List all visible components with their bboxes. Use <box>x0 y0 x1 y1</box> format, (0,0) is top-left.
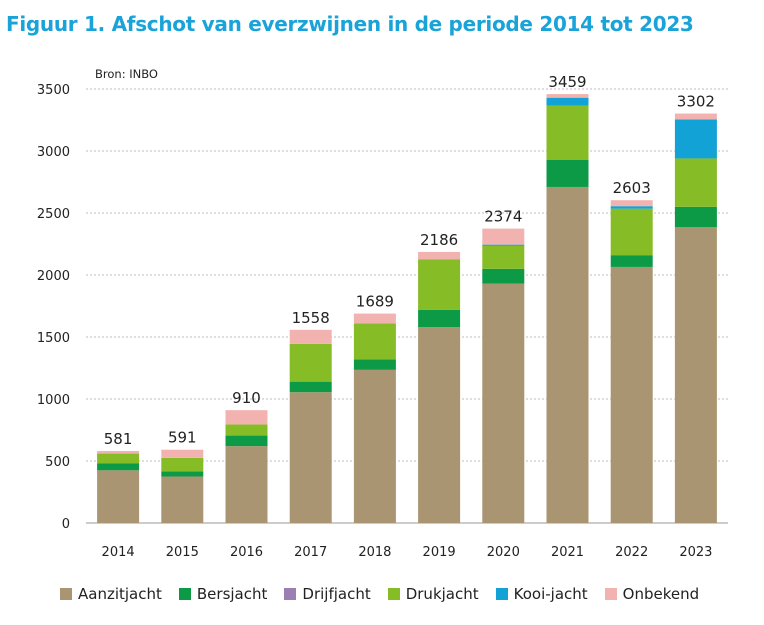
bar-segment-2023-aanzitjacht <box>674 227 717 523</box>
bar-segment-2020-drukjacht <box>482 245 525 269</box>
legend-label: Drijfjacht <box>302 585 371 603</box>
legend-label: Bersjacht <box>196 585 268 603</box>
legend-swatch <box>284 588 297 600</box>
total-label-2015: 591 <box>168 429 197 447</box>
bar-segment-2015-aanzitjacht <box>161 476 204 523</box>
x-tick-label-2015: 2015 <box>166 545 199 560</box>
bar-segment-2014-aanzitjacht <box>97 470 140 523</box>
x-tick-label-2023: 2023 <box>679 545 712 560</box>
bar-segment-2021-onbekend <box>546 94 589 98</box>
bar-segment-2019-bersjacht <box>418 309 461 328</box>
total-label-2016: 910 <box>232 389 261 407</box>
bar-segment-2022-aanzitjacht <box>610 266 653 523</box>
bar-segment-2017-bersjacht <box>289 381 332 393</box>
total-label-2020: 2374 <box>484 208 522 226</box>
bar-segment-2020-kooijacht <box>482 244 525 246</box>
bar-segment-2021-kooijacht <box>546 97 589 106</box>
legend-item-onbekend: Onbekend <box>604 585 700 603</box>
chart-legend: Aanzitjacht Bersjacht Drijfjacht Drukjacht K… <box>60 585 716 603</box>
bar-segment-2017-onbekend <box>289 329 332 344</box>
y-tick-label-2500: 2500 <box>37 207 70 222</box>
bar-segment-2018-drukjacht <box>353 323 396 360</box>
chart-title: Figuur 1. Afschot van everzwijnen in de … <box>6 12 694 36</box>
bar-segment-2018-onbekend <box>353 313 396 324</box>
legend-label: Aanzitjacht <box>78 585 162 603</box>
bar-segment-2016-onbekend <box>225 410 268 425</box>
bar-segment-2021-aanzitjacht <box>546 186 589 523</box>
bar-segment-2023-bersjacht <box>674 206 717 228</box>
total-label-2018: 1689 <box>356 293 394 311</box>
bar-segment-2023-kooijacht <box>674 119 717 159</box>
legend-swatch <box>495 588 508 600</box>
bar-segment-2022-onbekend <box>610 200 653 207</box>
total-label-2021: 3459 <box>548 73 586 91</box>
total-label-2023: 3302 <box>677 93 715 111</box>
bar-segment-2016-bersjacht <box>225 435 268 447</box>
legend-swatch <box>178 588 191 600</box>
bar-segment-2016-drukjacht <box>225 424 268 436</box>
bar-segment-2020-onbekend <box>482 228 525 245</box>
total-label-2019: 2186 <box>420 231 458 249</box>
legend-swatch <box>60 588 72 600</box>
bar-segment-2019-drukjacht <box>418 259 461 310</box>
x-tick-label-2014: 2014 <box>102 545 135 560</box>
bar-segment-2020-aanzitjacht <box>482 283 525 523</box>
legend-swatch <box>387 588 400 600</box>
x-tick-label-2018: 2018 <box>358 545 391 560</box>
y-tick-label-1000: 1000 <box>37 393 70 408</box>
x-tick-label-2022: 2022 <box>615 545 648 560</box>
total-label-2017: 1558 <box>292 309 330 327</box>
bar-segment-2014-onbekend <box>97 450 140 454</box>
x-tick-label-2017: 2017 <box>294 545 327 560</box>
y-tick-label-3500: 3500 <box>37 83 70 98</box>
bar-segment-2015-drukjacht <box>161 457 204 472</box>
bar-segment-2014-drukjacht <box>97 453 140 464</box>
y-tick-label-500: 500 <box>45 455 70 470</box>
legend-item-bersjacht: Bersjacht <box>178 585 268 603</box>
x-tick-label-2020: 2020 <box>487 545 520 560</box>
legend-label: Drukjacht <box>405 585 479 603</box>
y-tick-label-3000: 3000 <box>37 145 70 160</box>
legend-label: Kooi-jacht <box>513 585 588 603</box>
legend-label: Onbekend <box>622 585 700 603</box>
x-tick-label-2016: 2016 <box>230 545 263 560</box>
bar-segment-2022-bersjacht <box>610 255 653 267</box>
bar-segment-2015-bersjacht <box>161 471 204 477</box>
bar-segment-2014-bersjacht <box>97 463 140 471</box>
bar-segment-2023-drukjacht <box>674 158 717 207</box>
bar-segment-2021-drukjacht <box>546 105 589 160</box>
bar-segment-2022-drukjacht <box>610 208 653 256</box>
y-tick-label-1500: 1500 <box>37 331 70 346</box>
bar-segment-2020-bersjacht <box>482 268 525 284</box>
total-label-2014: 581 <box>104 430 133 448</box>
legend-item-kooijacht: Kooi-jacht <box>495 585 588 603</box>
bar-segment-2021-bersjacht <box>546 159 589 187</box>
y-tick-label-0: 0 <box>62 517 70 532</box>
bar-segment-2018-bersjacht <box>353 359 396 370</box>
y-tick-label-2000: 2000 <box>37 269 70 284</box>
x-tick-label-2019: 2019 <box>423 545 456 560</box>
legend-item-drukjacht: Drukjacht <box>387 585 479 603</box>
bar-segment-2017-drukjacht <box>289 343 332 382</box>
total-label-2022: 2603 <box>613 179 651 197</box>
chart-source: Bron: INBO <box>95 67 158 81</box>
bar-segment-2018-aanzitjacht <box>353 369 396 523</box>
bar-segment-2015-onbekend <box>161 449 204 458</box>
bar-segment-2022-kooijacht <box>610 206 653 209</box>
bar-segment-2016-aanzitjacht <box>225 446 268 523</box>
x-tick-label-2021: 2021 <box>551 545 584 560</box>
bar-segment-2019-onbekend <box>418 251 461 260</box>
legend-item-drijfjacht: Drijfjacht <box>284 585 371 603</box>
legend-swatch <box>604 588 617 600</box>
bar-segment-2017-aanzitjacht <box>289 392 332 523</box>
legend-item-aanzitjacht: Aanzitjacht <box>60 585 162 603</box>
bar-segment-2019-aanzitjacht <box>418 327 461 523</box>
bar-segment-2023-onbekend <box>674 113 717 120</box>
